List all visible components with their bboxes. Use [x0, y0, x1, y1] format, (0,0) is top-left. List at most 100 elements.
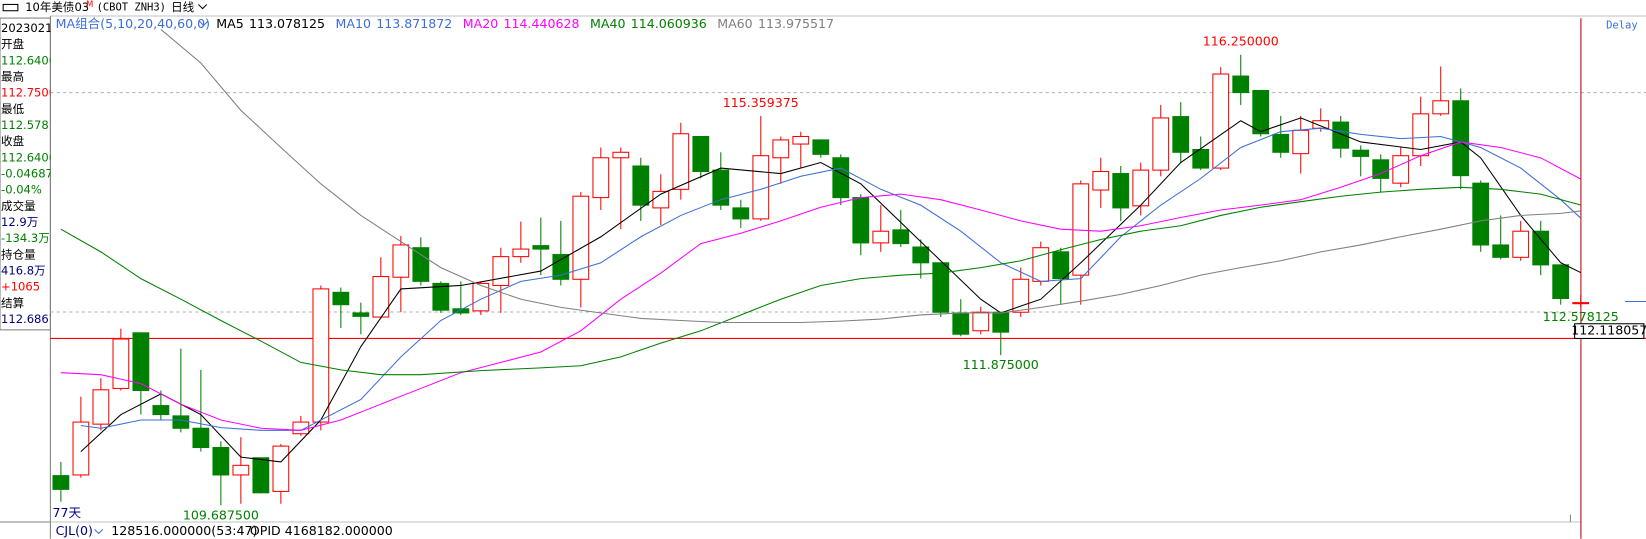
candle-body: [452, 308, 470, 314]
candle-body: [812, 139, 830, 155]
candle-body: [1432, 100, 1450, 115]
price-box: [1574, 323, 1645, 339]
symbol: 10年美债03: [25, 0, 89, 14]
candle-body: [832, 157, 850, 199]
candle-body: [1232, 75, 1250, 94]
high-label: 115.359375: [723, 95, 799, 110]
info-line: +1065: [1, 280, 40, 294]
candle-body: [52, 475, 70, 490]
period[interactable]: 日线: [171, 0, 195, 14]
candle-body: [892, 229, 910, 245]
candle-body: [872, 230, 890, 244]
candle-body: [1112, 173, 1130, 209]
ma-line: [60, 141, 1581, 431]
indicator-opid: OPID 4168182.000000: [250, 523, 393, 538]
candle-body: [1172, 116, 1190, 153]
ma-line: [80, 127, 1582, 431]
candle-body: [1212, 73, 1230, 169]
info-line: 成交量: [1, 199, 36, 213]
symbol-flag: M: [86, 0, 93, 9]
ma-legend-value: 113.975517: [758, 16, 834, 31]
candle-body: [1132, 169, 1150, 207]
info-line: 最高: [1, 70, 24, 84]
low-label: 112.578125: [1543, 309, 1619, 324]
candle-body: [472, 282, 490, 312]
low-label: 109.687500: [183, 507, 259, 522]
ma-legend-name: MA5: [216, 16, 243, 31]
candle-body: [1352, 149, 1370, 157]
candle-body: [1192, 149, 1210, 169]
candle-body: [552, 254, 570, 280]
candle-body: [232, 464, 250, 476]
candle-body: [412, 247, 430, 282]
candle-body: [1472, 182, 1490, 246]
price-box-label: 112.118057: [1571, 323, 1646, 338]
delay: Delay: [1606, 19, 1638, 31]
ma-line: [80, 117, 1581, 463]
candle-body: [512, 248, 530, 258]
candle-body: [532, 245, 550, 250]
candles: [52, 54, 1590, 506]
ma-legend-name: MA20: [463, 16, 498, 31]
ma-legend-name: MA10: [335, 16, 370, 31]
candle-body: [1552, 264, 1570, 300]
ma-dropdown[interactable]: [199, 20, 209, 27]
ma-group[interactable]: MA组合(5,10,20,40,60,0): [56, 16, 210, 31]
candle-body: [1392, 155, 1410, 184]
labels: MA5 113.078125 MA10 113.871872 MA20 114.44062…: [183, 16, 1646, 522]
candle-body: [612, 151, 630, 159]
window-icon[interactable]: [2, 3, 19, 12]
indicator[interactable]: CJL(0): [56, 523, 93, 538]
candle-body: [1312, 120, 1330, 129]
ma-line: [60, 186, 1581, 376]
candle-body: [392, 244, 410, 278]
candle-body: [592, 157, 610, 199]
info-line: 12.9万: [1, 215, 38, 229]
ma-legend-name: MA60: [717, 16, 752, 31]
symbol-code: (CBOT ZNH3): [97, 2, 166, 14]
info-line: 20230213: [1, 21, 60, 35]
low-label: 111.875000: [963, 357, 1039, 372]
candle-body: [1032, 247, 1050, 282]
candle-body: [92, 389, 110, 425]
info-line: 持仓量: [1, 247, 36, 261]
period-dropdown[interactable]: [198, 4, 208, 10]
candle-body: [932, 262, 950, 313]
candle-body: [1292, 129, 1310, 155]
info-panel: 20230213 开盘 112.6406 最高 112.7500 最低 112.5781 收盘…: [1, 21, 60, 326]
candle-body: [352, 312, 370, 317]
candle-body: [1512, 230, 1530, 258]
info-line: -134.3万: [1, 231, 50, 245]
ma-legend-name: MA40: [590, 16, 625, 31]
ma-legend-value: 114.060936: [631, 16, 707, 31]
indicator-dropdown[interactable]: [94, 528, 104, 535]
candle-body: [712, 169, 730, 206]
info-line: 112.7500: [1, 86, 56, 100]
candle-body: [1012, 278, 1030, 313]
candle-body: [952, 312, 970, 335]
candle-body: [1092, 170, 1110, 191]
candle-body: [792, 135, 810, 145]
candle-body: [1532, 230, 1550, 266]
candle-body: [572, 195, 590, 280]
info-line: -0.04%: [1, 183, 42, 197]
candle-body: [312, 288, 330, 423]
candle-body: [152, 405, 170, 416]
candle-body: [992, 311, 1010, 333]
info-line: 最低: [1, 102, 25, 116]
candle-body: [1572, 302, 1590, 305]
ma-lines: [60, 29, 1582, 463]
info-line: 收盘: [1, 134, 25, 148]
info-line: 112.6406: [1, 53, 56, 67]
candle-body: [1252, 89, 1270, 135]
high-label: 116.250000: [1203, 34, 1279, 49]
candle-body: [72, 421, 90, 476]
candle-body: [212, 446, 230, 476]
candle-body: [1492, 244, 1510, 258]
candle-body: [692, 135, 710, 173]
candle-body: [172, 415, 190, 429]
candle-body: [1372, 159, 1390, 179]
candle-body: [1052, 251, 1070, 280]
